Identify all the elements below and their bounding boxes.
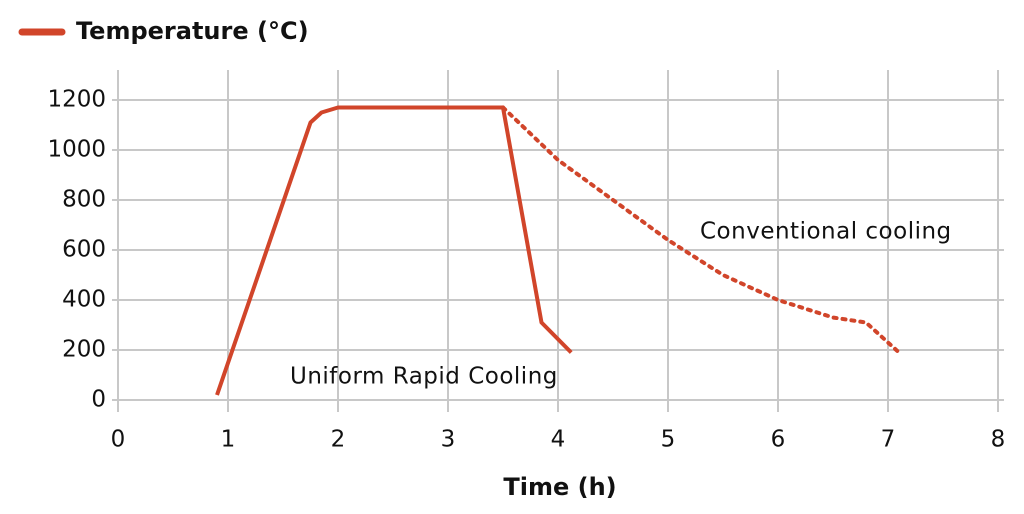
x-tick-label: 3 bbox=[441, 427, 456, 453]
series-label: Conventional cooling bbox=[700, 219, 952, 245]
x-tick-label: 5 bbox=[661, 427, 676, 453]
y-tick-label: 200 bbox=[62, 337, 106, 363]
x-tick-label: 6 bbox=[771, 427, 786, 453]
x-axis-title: Time (h) bbox=[503, 473, 616, 501]
x-tick-label: 1 bbox=[221, 427, 236, 453]
legend-label: Temperature (°C) bbox=[76, 17, 309, 45]
y-tick-label: 400 bbox=[62, 287, 106, 313]
x-tick-label: 0 bbox=[111, 427, 126, 453]
y-tick-label: 800 bbox=[62, 187, 106, 213]
y-tick-label: 0 bbox=[91, 387, 106, 413]
x-tick-label: 7 bbox=[881, 427, 896, 453]
y-tick-label: 1000 bbox=[47, 137, 106, 163]
line bbox=[215, 105, 573, 396]
x-tick-label: 8 bbox=[991, 427, 1006, 453]
y-tick-label: 600 bbox=[62, 237, 106, 263]
x-tick-label: 2 bbox=[331, 427, 346, 453]
y-tick-label: 1200 bbox=[47, 87, 106, 113]
x-tick-label: 4 bbox=[551, 427, 566, 453]
series-label: Uniform Rapid Cooling bbox=[290, 364, 558, 390]
line bbox=[501, 105, 901, 355]
